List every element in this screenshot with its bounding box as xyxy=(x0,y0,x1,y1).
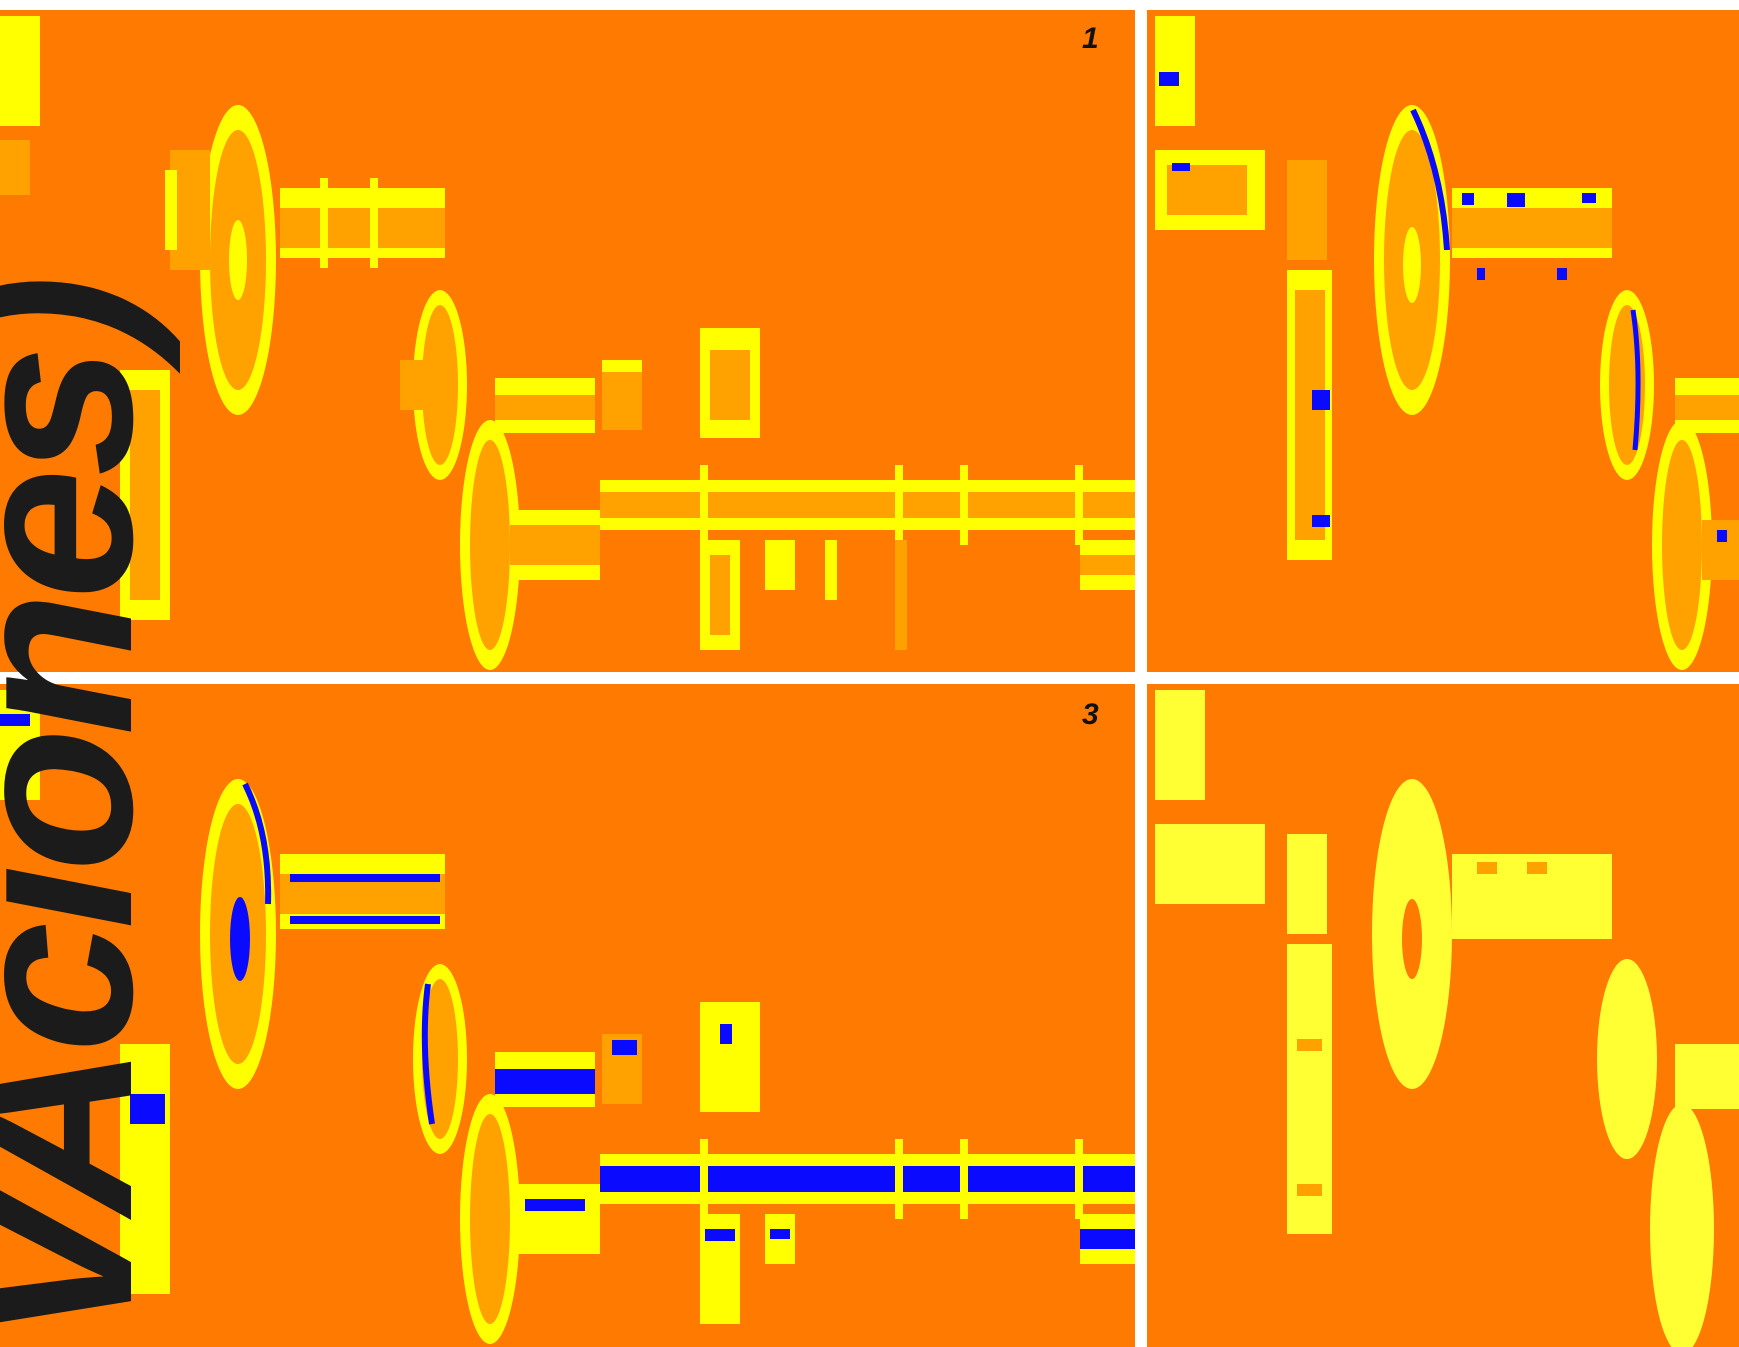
render-panel-1 xyxy=(0,10,1135,672)
shaft-render-4 xyxy=(1147,684,1739,1347)
shaft-render-3 xyxy=(0,684,1135,1347)
render-panel-4 xyxy=(1147,684,1739,1347)
panel-number-1: 1 xyxy=(1082,22,1099,55)
shaft-render-1 xyxy=(0,10,1135,672)
render-panel-2 xyxy=(1147,10,1739,672)
render-panel-3 xyxy=(0,684,1135,1347)
shaft-render-2 xyxy=(1147,10,1739,672)
panel-number-3: 3 xyxy=(1082,698,1099,731)
